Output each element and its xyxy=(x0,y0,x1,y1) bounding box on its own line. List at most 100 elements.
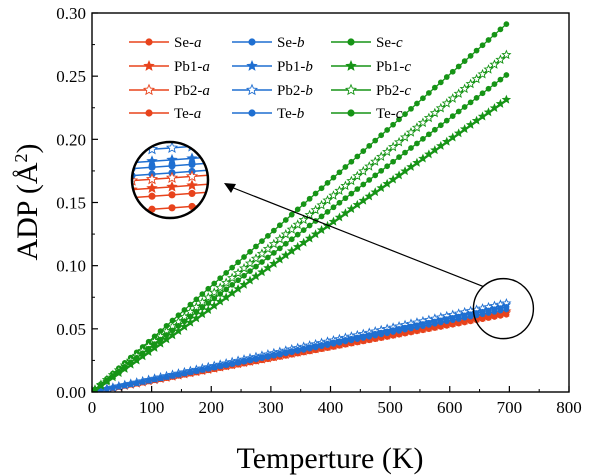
data-point xyxy=(491,81,498,88)
data-point xyxy=(306,195,313,202)
data-point xyxy=(211,364,218,370)
data-point xyxy=(364,161,375,171)
data-point xyxy=(306,222,313,229)
data-point xyxy=(294,231,301,238)
data-point xyxy=(420,136,426,142)
data-point xyxy=(441,98,452,108)
data-point xyxy=(185,317,196,327)
data-point xyxy=(408,323,414,330)
data-point xyxy=(300,201,307,207)
data-point xyxy=(394,170,404,180)
data-point xyxy=(420,95,426,102)
data-point xyxy=(241,357,247,364)
data-point xyxy=(127,381,134,387)
legend-label: Te-b xyxy=(277,106,305,122)
data-point xyxy=(426,131,432,138)
data-point xyxy=(270,227,277,234)
data-point xyxy=(253,243,259,250)
legend-label: Pb2-c xyxy=(376,83,411,99)
data-point xyxy=(265,352,271,359)
data-point xyxy=(163,373,170,380)
inset-marker xyxy=(205,142,208,151)
legend: Se-a Se-b Se-c Pb1-a Pb1-b Pb1-c Pb2-a Pb2-b Pb2… xyxy=(129,35,411,122)
legend-item: Te-a xyxy=(129,106,201,122)
data-point xyxy=(400,166,410,176)
data-point xyxy=(465,119,476,129)
legend-item: Se-c xyxy=(331,35,403,51)
data-point xyxy=(167,330,178,340)
data-point xyxy=(436,140,446,150)
series-line xyxy=(94,74,507,391)
legend-label: Se-b xyxy=(277,35,305,51)
data-point xyxy=(360,181,367,188)
data-point xyxy=(449,113,456,119)
data-point xyxy=(354,153,361,160)
data-point xyxy=(467,53,474,59)
data-point xyxy=(203,292,214,302)
data-point xyxy=(193,309,200,316)
inset-marker xyxy=(168,191,176,199)
data-point xyxy=(209,300,219,310)
data-point xyxy=(205,285,212,292)
data-point xyxy=(461,312,468,319)
data-point xyxy=(473,94,480,101)
data-point xyxy=(477,111,488,121)
data-point xyxy=(316,199,327,210)
legend-label: Pb1-a xyxy=(174,59,210,75)
data-point xyxy=(133,379,140,386)
data-point xyxy=(330,339,337,346)
data-point xyxy=(479,90,486,97)
data-point xyxy=(181,370,188,376)
data-point xyxy=(485,37,492,43)
data-point xyxy=(388,141,399,152)
inset-marker xyxy=(148,205,156,213)
data-point xyxy=(276,245,283,252)
data-point xyxy=(497,305,504,311)
y-tick-label: 0.30 xyxy=(56,4,86,23)
inset-marker xyxy=(168,162,176,170)
legend-marker xyxy=(143,60,155,71)
data-point xyxy=(265,254,271,261)
data-point xyxy=(372,137,379,144)
data-point xyxy=(205,300,212,306)
data-point xyxy=(431,126,438,133)
x-tick-label: 100 xyxy=(139,398,165,417)
data-point xyxy=(235,259,241,266)
data-point xyxy=(405,127,417,137)
data-point xyxy=(467,311,474,318)
data-point xyxy=(448,132,458,142)
data-point xyxy=(354,186,361,192)
data-point xyxy=(238,262,250,273)
data-point xyxy=(366,332,373,338)
data-point xyxy=(334,212,345,222)
data-point xyxy=(221,292,231,302)
data-point xyxy=(163,322,170,329)
data-point xyxy=(328,216,339,226)
data-point xyxy=(133,354,140,361)
data-point xyxy=(288,211,295,218)
data-point xyxy=(495,98,506,108)
data-point xyxy=(497,26,504,33)
data-point xyxy=(197,309,208,319)
data-point xyxy=(312,343,319,349)
data-point xyxy=(431,318,438,325)
data-point xyxy=(324,180,331,186)
y-axis-title: ADP (Å2) xyxy=(11,143,44,260)
data-point xyxy=(429,107,440,118)
data-point xyxy=(175,371,182,378)
data-point xyxy=(169,317,176,324)
data-point xyxy=(390,121,396,128)
data-point xyxy=(461,58,468,65)
data-point xyxy=(199,291,206,297)
data-point xyxy=(151,376,158,382)
series-line xyxy=(94,99,507,391)
data-point xyxy=(257,267,267,277)
data-point xyxy=(390,327,396,333)
data-point xyxy=(442,136,452,146)
data-point xyxy=(437,317,444,324)
data-point xyxy=(489,59,500,69)
data-point xyxy=(388,174,398,184)
data-point xyxy=(354,334,361,341)
data-point xyxy=(489,103,500,113)
series-se-c xyxy=(92,21,510,392)
